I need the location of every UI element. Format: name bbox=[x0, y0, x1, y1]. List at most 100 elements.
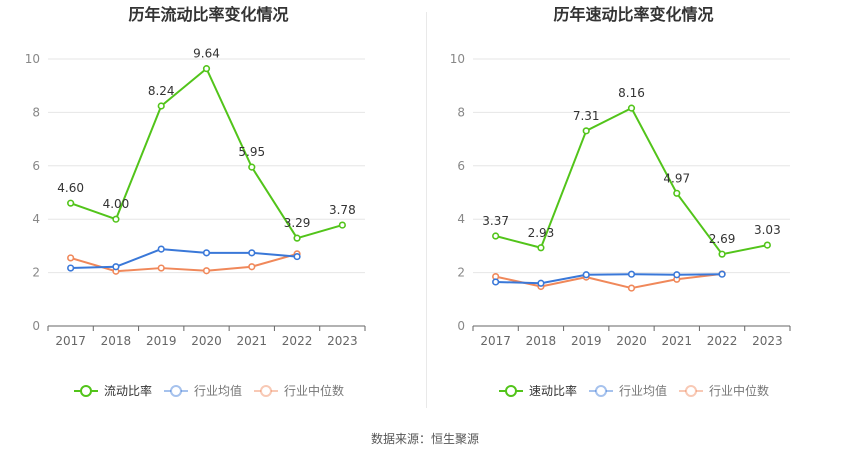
data-point bbox=[293, 252, 301, 261]
data-label: 7.31 bbox=[573, 109, 600, 123]
data-label: 4.00 bbox=[103, 197, 130, 211]
data-point bbox=[627, 104, 636, 112]
data-point bbox=[537, 244, 545, 252]
data-point bbox=[673, 271, 681, 279]
x-tick-label: 2019 bbox=[571, 334, 602, 348]
data-point bbox=[202, 65, 211, 73]
x-tick-label: 2020 bbox=[191, 334, 222, 348]
y-tick-label: 4 bbox=[32, 212, 40, 226]
data-label: 3.29 bbox=[284, 216, 311, 230]
data-point bbox=[492, 278, 500, 286]
legend-label: 行业均值 bbox=[619, 383, 667, 398]
chart-title: 历年流动比率变化情况 bbox=[128, 5, 288, 24]
data-label: 8.16 bbox=[618, 86, 645, 100]
y-tick-label: 10 bbox=[25, 52, 40, 66]
data-point bbox=[627, 270, 636, 278]
data-point bbox=[718, 270, 726, 278]
legend-item-0: 流动比率 bbox=[74, 383, 152, 398]
series-line-2 bbox=[495, 272, 723, 290]
data-point bbox=[157, 264, 165, 272]
data-point bbox=[248, 263, 256, 271]
data-label: 2.93 bbox=[528, 226, 555, 240]
data-point bbox=[338, 221, 346, 229]
x-tick-label: 2017 bbox=[480, 334, 511, 348]
y-tick-label: 6 bbox=[457, 159, 465, 173]
data-label: 2.69 bbox=[709, 232, 736, 246]
x-tick-label: 2019 bbox=[146, 334, 177, 348]
chart-svg: 历年速动比率变化情况 0 2 4 6 8 10 2017 2018 2019 2020 2021 202… bbox=[450, 5, 791, 398]
legend-label: 流动比率 bbox=[104, 383, 152, 398]
x-tick-label: 2023 bbox=[327, 334, 358, 348]
data-point bbox=[763, 241, 771, 249]
chart-title: 历年速动比率变化情况 bbox=[553, 5, 713, 24]
current-ratio-chart-panel: 历年流动比率变化情况 0 2 4 6 8 10 2017 2018 2019 2020 2021 202… bbox=[0, 0, 425, 420]
data-label: 3.78 bbox=[329, 203, 356, 217]
data-label: 4.60 bbox=[57, 181, 84, 195]
legend-item-2: 行业中位数 bbox=[679, 383, 769, 398]
legend-item-0: 速动比率 bbox=[499, 383, 577, 398]
legend-swatch-marker bbox=[505, 385, 517, 397]
y-tick-label: 6 bbox=[32, 159, 40, 173]
x-tick-label: 2021 bbox=[662, 334, 693, 348]
data-point bbox=[248, 249, 256, 257]
y-tick-label: 2 bbox=[32, 266, 40, 280]
data-point bbox=[248, 163, 256, 171]
data-label: 3.03 bbox=[754, 223, 781, 237]
y-tick-label: 8 bbox=[32, 105, 40, 119]
x-tick-label: 2023 bbox=[752, 334, 783, 348]
legend-item-2: 行业中位数 bbox=[254, 383, 344, 398]
x-tick-label: 2021 bbox=[237, 334, 268, 348]
data-point bbox=[492, 232, 500, 240]
data-point bbox=[67, 199, 75, 207]
data-label: 4.97 bbox=[663, 171, 690, 185]
legend-label: 行业中位数 bbox=[709, 383, 769, 398]
data-point bbox=[293, 234, 301, 242]
data-point bbox=[582, 127, 590, 135]
legend-swatch-marker bbox=[685, 385, 697, 397]
data-point bbox=[202, 249, 211, 257]
data-label: 8.24 bbox=[148, 84, 175, 98]
data-point bbox=[67, 254, 75, 262]
data-point bbox=[202, 267, 211, 275]
data-point bbox=[112, 215, 120, 223]
y-tick-label: 2 bbox=[457, 266, 465, 280]
data-point bbox=[157, 102, 165, 110]
series-line-1 bbox=[495, 273, 723, 285]
legend-swatch-marker bbox=[170, 385, 182, 397]
data-point bbox=[112, 263, 120, 271]
y-tick-label: 0 bbox=[32, 319, 40, 333]
quick-ratio-chart-panel: 历年速动比率变化情况 0 2 4 6 8 10 2017 2018 2019 2020 2021 202… bbox=[425, 0, 850, 420]
data-point bbox=[67, 264, 75, 272]
legend-swatch-marker bbox=[595, 385, 607, 397]
legend-label: 速动比率 bbox=[529, 383, 577, 398]
series-line-0 bbox=[70, 67, 343, 240]
chart-svg: 历年流动比率变化情况 0 2 4 6 8 10 2017 2018 2019 2020 2021 202… bbox=[25, 5, 366, 398]
legend-swatch-marker bbox=[80, 385, 92, 397]
x-tick-label: 2017 bbox=[55, 334, 86, 348]
x-tick-label: 2018 bbox=[101, 334, 132, 348]
y-tick-label: 0 bbox=[457, 319, 465, 333]
data-label: 9.64 bbox=[193, 47, 220, 61]
data-point bbox=[627, 284, 636, 292]
data-label: 5.95 bbox=[238, 145, 265, 159]
y-tick-label: 8 bbox=[457, 105, 465, 119]
data-point bbox=[718, 250, 726, 258]
x-tick-label: 2018 bbox=[526, 334, 557, 348]
legend-item-1: 行业均值 bbox=[589, 383, 667, 398]
series-line-2 bbox=[70, 252, 298, 273]
data-point bbox=[537, 279, 545, 287]
series-line-1 bbox=[70, 248, 298, 270]
x-tick-label: 2022 bbox=[707, 334, 738, 348]
legend-label: 行业中位数 bbox=[284, 383, 344, 398]
x-tick-label: 2020 bbox=[616, 334, 647, 348]
data-point bbox=[582, 271, 590, 279]
y-tick-label: 4 bbox=[457, 212, 465, 226]
legend-item-1: 行业均值 bbox=[164, 383, 242, 398]
legend-swatch-marker bbox=[260, 385, 272, 397]
data-source-note: 数据来源：恒生聚源 bbox=[370, 432, 479, 446]
data-label: 3.37 bbox=[482, 214, 509, 228]
y-tick-label: 10 bbox=[450, 52, 465, 66]
legend-label: 行业均值 bbox=[194, 383, 242, 398]
data-point bbox=[157, 245, 165, 253]
x-tick-label: 2022 bbox=[282, 334, 313, 348]
